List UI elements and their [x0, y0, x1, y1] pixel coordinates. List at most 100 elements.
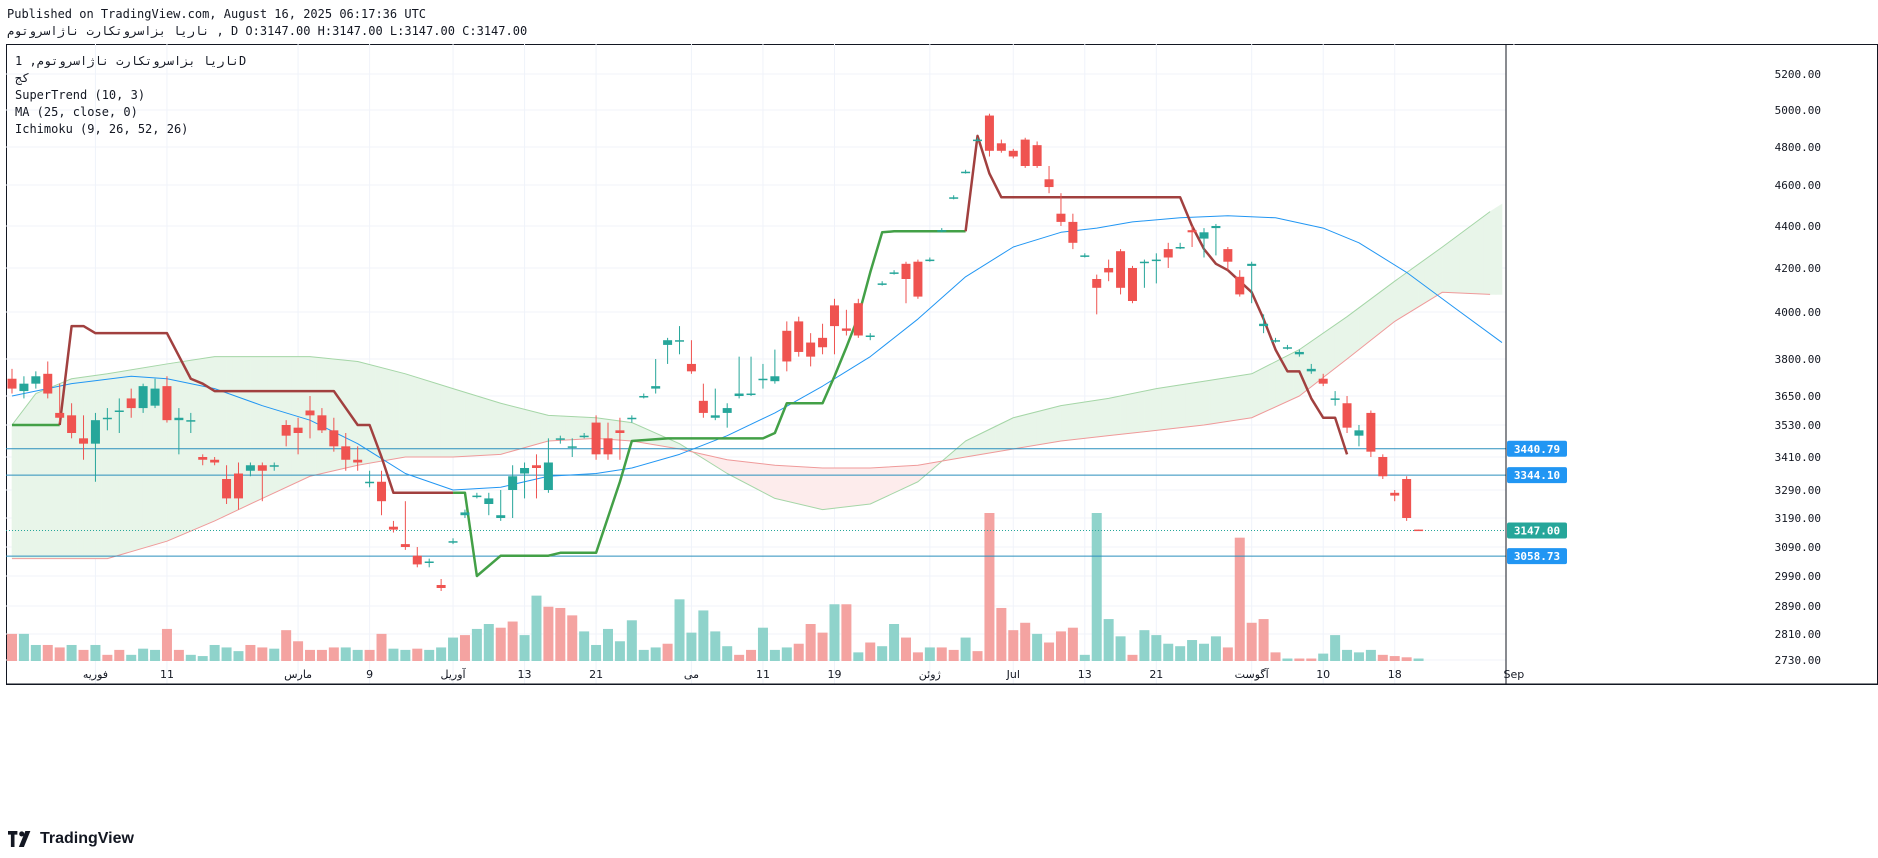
candle[interactable]	[1259, 323, 1269, 327]
candle[interactable]	[782, 330, 792, 362]
candle[interactable]	[1199, 232, 1209, 239]
candle[interactable]	[1139, 261, 1149, 264]
candle[interactable]	[901, 263, 911, 279]
candle[interactable]	[114, 410, 124, 413]
candle[interactable]	[305, 410, 315, 416]
candle[interactable]	[567, 446, 577, 448]
candle[interactable]	[1366, 412, 1376, 452]
candle[interactable]	[257, 465, 267, 471]
candle[interactable]	[591, 422, 601, 455]
candle[interactable]	[90, 420, 100, 444]
candle[interactable]	[19, 383, 29, 392]
candle[interactable]	[245, 465, 255, 471]
hline-price-tag[interactable]	[1507, 440, 1567, 457]
candle[interactable]	[341, 446, 351, 460]
candle[interactable]	[794, 321, 804, 352]
candle[interactable]	[627, 417, 637, 420]
candle[interactable]	[353, 459, 363, 463]
candle[interactable]	[1116, 251, 1126, 288]
candle[interactable]	[853, 303, 863, 336]
candle[interactable]	[1068, 221, 1078, 243]
candle[interactable]	[663, 340, 673, 345]
candle[interactable]	[1342, 403, 1352, 428]
candle[interactable]	[758, 378, 768, 381]
candle[interactable]	[770, 376, 780, 382]
candle[interactable]	[7, 378, 17, 389]
candle[interactable]	[1282, 347, 1292, 349]
candle[interactable]	[448, 541, 458, 543]
candle[interactable]	[961, 171, 971, 174]
candle[interactable]	[1211, 226, 1221, 229]
candle[interactable]	[973, 139, 983, 142]
candle[interactable]	[889, 272, 899, 274]
candle[interactable]	[412, 555, 422, 565]
candle[interactable]	[55, 412, 65, 418]
candle[interactable]	[1378, 457, 1388, 477]
candle[interactable]	[1294, 351, 1304, 355]
candle[interactable]	[424, 561, 434, 564]
candle[interactable]	[1092, 279, 1102, 288]
legend-supertrend[interactable]: SuperTrend (10, 3)	[15, 88, 146, 102]
candle[interactable]	[1318, 378, 1328, 384]
candle[interactable]	[841, 328, 851, 331]
candle[interactable]	[365, 481, 375, 484]
candle[interactable]	[186, 420, 196, 422]
candle[interactable]	[1044, 179, 1054, 188]
candle[interactable]	[531, 465, 541, 468]
candle[interactable]	[1402, 479, 1412, 518]
candle[interactable]	[281, 425, 291, 436]
candle[interactable]	[1080, 255, 1090, 257]
candle[interactable]	[484, 498, 494, 504]
candle[interactable]	[388, 526, 398, 530]
candle[interactable]	[400, 544, 410, 547]
candle[interactable]	[198, 457, 208, 460]
hline-price-tag[interactable]	[1507, 548, 1567, 565]
candle[interactable]	[675, 340, 685, 342]
candle[interactable]	[925, 259, 935, 262]
candle[interactable]	[806, 342, 816, 357]
candle[interactable]	[722, 408, 732, 413]
candle[interactable]	[1330, 398, 1340, 400]
candle[interactable]	[746, 393, 756, 396]
candle[interactable]	[67, 415, 77, 433]
candle[interactable]	[1235, 276, 1245, 295]
candle[interactable]	[1056, 213, 1066, 222]
candle[interactable]	[734, 393, 744, 396]
candle[interactable]	[639, 396, 649, 398]
candle[interactable]	[555, 438, 565, 440]
candle[interactable]	[1127, 268, 1137, 301]
candle[interactable]	[436, 585, 446, 588]
hline-price-tag[interactable]	[1507, 467, 1567, 484]
candle[interactable]	[508, 476, 518, 490]
candle[interactable]	[877, 283, 887, 285]
candle[interactable]	[686, 363, 696, 372]
candle[interactable]	[818, 337, 828, 348]
candle[interactable]	[1104, 268, 1114, 273]
legend-title[interactable]: ناریا بزاسروتکارت ناژاسروتوم, 1D	[15, 54, 247, 68]
candle[interactable]	[233, 473, 243, 499]
candle[interactable]	[31, 376, 41, 384]
price-chart[interactable]: 5400.00 5200.00 5000.00 4800.00 4600.00 4400.…	[6, 44, 1878, 820]
candle[interactable]	[913, 261, 923, 297]
candle[interactable]	[1223, 249, 1233, 262]
candle[interactable]	[102, 417, 112, 420]
candle[interactable]	[1032, 145, 1042, 166]
legend-ichimoku[interactable]: Ichimoku (9, 26, 52, 26)	[15, 122, 189, 136]
candle[interactable]	[937, 230, 947, 232]
chart-area[interactable]: 5400.00 5200.00 5000.00 4800.00 4600.00 4400.…	[6, 44, 1878, 820]
candle[interactable]	[1390, 492, 1400, 496]
legend-ma[interactable]: MA (25, close, 0)	[15, 105, 138, 119]
candle[interactable]	[1187, 230, 1197, 233]
candle[interactable]	[138, 386, 148, 409]
candle[interactable]	[1354, 430, 1364, 436]
candle[interactable]	[996, 143, 1006, 151]
candle[interactable]	[472, 495, 482, 498]
candle[interactable]	[79, 438, 89, 444]
candle[interactable]	[698, 400, 708, 413]
candle[interactable]	[1008, 150, 1018, 157]
candle[interactable]	[1163, 249, 1173, 258]
candle[interactable]	[174, 417, 184, 421]
candle[interactable]	[949, 197, 959, 199]
candle[interactable]	[579, 435, 589, 438]
candle[interactable]	[293, 427, 303, 433]
